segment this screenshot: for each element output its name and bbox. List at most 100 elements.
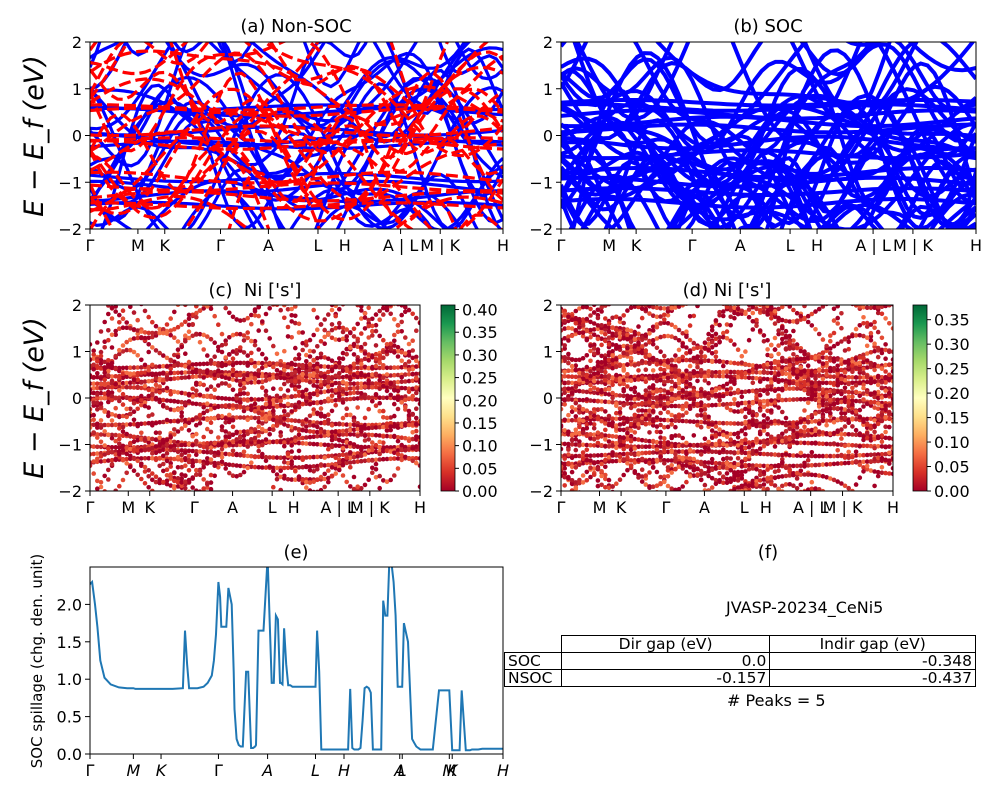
scatter-point xyxy=(805,463,811,468)
scatter-point xyxy=(414,434,419,439)
band-line xyxy=(561,103,976,191)
scatter-point xyxy=(776,474,781,480)
scatter-point xyxy=(599,469,604,474)
scatter-point xyxy=(95,407,100,412)
scatter-point xyxy=(98,376,104,381)
scatter-point xyxy=(373,432,379,438)
scatter-point xyxy=(285,465,291,471)
scatter-point xyxy=(278,359,284,364)
scatter-point xyxy=(713,349,719,355)
scatter-point xyxy=(388,380,394,386)
scatter-point xyxy=(665,410,671,415)
scatter-point xyxy=(662,440,667,445)
scatter-point xyxy=(113,395,118,401)
scatter-point xyxy=(783,422,789,428)
scatter-point xyxy=(698,373,704,379)
scatter-point xyxy=(117,381,122,386)
scatter-point xyxy=(124,445,129,451)
scatter-point xyxy=(610,382,615,388)
scatter-point xyxy=(384,415,390,421)
scatter-point xyxy=(120,424,126,430)
scatter-point xyxy=(639,450,645,456)
scatter-point xyxy=(131,447,137,453)
scatter-point xyxy=(241,373,247,378)
scatter-point xyxy=(809,453,815,459)
scatter-point xyxy=(212,387,217,393)
scatter-point xyxy=(249,429,254,435)
scatter-point xyxy=(161,461,166,467)
scatter-point xyxy=(883,300,888,305)
scatter-point xyxy=(146,314,151,320)
scatter-point xyxy=(399,447,405,453)
scatter-point xyxy=(157,378,162,383)
scatter-point xyxy=(776,486,781,491)
scatter-point xyxy=(588,453,593,459)
scatter-point xyxy=(307,354,313,359)
scatter-point xyxy=(617,319,623,325)
scatter-point xyxy=(333,373,339,379)
scatter-point xyxy=(639,358,645,364)
panel-b-bands xyxy=(561,42,976,229)
scatter-point xyxy=(293,386,298,392)
scatter-point xyxy=(344,428,350,433)
scatter-point xyxy=(569,418,575,423)
scatter-point xyxy=(381,440,386,446)
scatter-point xyxy=(124,380,129,386)
scatter-point xyxy=(260,442,265,448)
scatter-point xyxy=(370,381,375,386)
scatter-point xyxy=(245,373,250,378)
scatter-point xyxy=(168,398,173,404)
scatter-point xyxy=(680,463,685,468)
scatter-point xyxy=(124,339,129,345)
scatter-point xyxy=(340,422,346,427)
scatter-point xyxy=(348,455,353,461)
scatter-point xyxy=(117,299,122,304)
scatter-point xyxy=(230,439,236,444)
scatter-point xyxy=(628,328,634,334)
scatter-point xyxy=(186,428,192,433)
scatter-point xyxy=(113,305,118,309)
scatter-point xyxy=(639,400,645,406)
scatter-point xyxy=(172,309,177,315)
scatter-point xyxy=(831,461,837,467)
scatter-point xyxy=(190,394,195,399)
scatter-point xyxy=(300,347,306,353)
scatter-point xyxy=(289,418,295,423)
scatter-point xyxy=(566,461,571,467)
scatter-point xyxy=(588,313,593,318)
scatter-point xyxy=(146,436,151,441)
scatter-point xyxy=(746,389,752,394)
scatter-point xyxy=(669,363,674,369)
scatter-point xyxy=(743,437,748,442)
scatter-point xyxy=(673,414,678,419)
scatter-point xyxy=(414,328,419,334)
scatter-point xyxy=(98,381,104,387)
scatter-point xyxy=(348,364,353,369)
scatter-point xyxy=(307,429,313,434)
scatter-point xyxy=(329,376,335,381)
scatter-point xyxy=(307,401,313,407)
scatter-point xyxy=(828,476,833,481)
scatter-point xyxy=(296,379,302,385)
scatter-point xyxy=(373,461,379,467)
scatter-point xyxy=(164,405,170,411)
scatter-point xyxy=(296,465,302,470)
scatter-point xyxy=(820,441,826,447)
scatter-point xyxy=(183,479,188,485)
scatter-point xyxy=(355,365,361,371)
scatter-point xyxy=(650,423,656,428)
scatter-point xyxy=(267,395,273,400)
scatter-point xyxy=(695,422,700,428)
scatter-point xyxy=(322,334,328,340)
scatter-point xyxy=(864,459,870,464)
scatter-point xyxy=(293,356,298,362)
scatter-point xyxy=(150,396,155,402)
scatter-point xyxy=(629,300,634,305)
scatter-point xyxy=(769,465,774,470)
scatter-point xyxy=(406,412,412,418)
scatter-point xyxy=(791,397,796,402)
scatter-point xyxy=(381,312,386,317)
scatter-point xyxy=(828,418,833,423)
scatter-point xyxy=(414,385,419,390)
scatter-point xyxy=(245,363,250,368)
